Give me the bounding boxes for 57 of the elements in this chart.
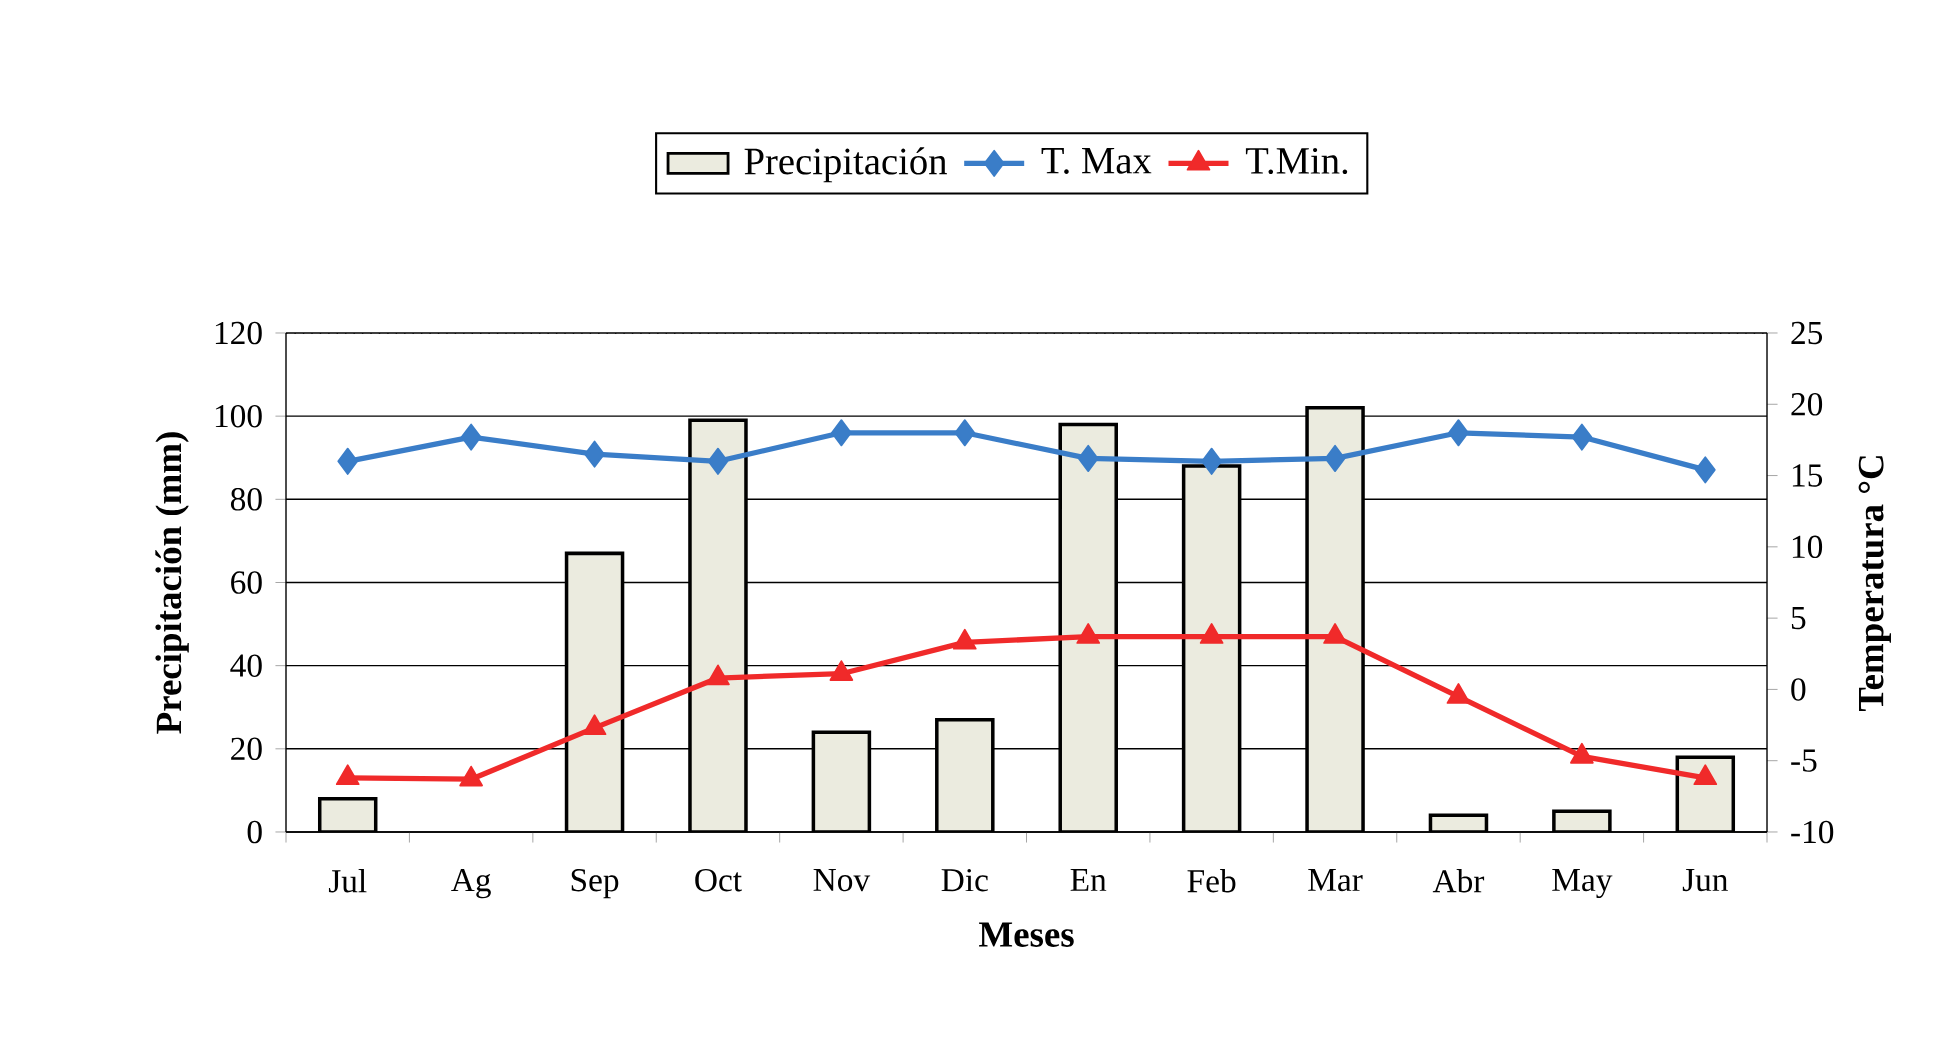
y-tick-label: 100 [215, 404, 262, 428]
y-tick-label: 20 [231, 737, 262, 761]
point [1076, 623, 1101, 644]
point [1199, 623, 1224, 644]
point [1324, 444, 1346, 472]
y2-tick-label: -10 [1791, 820, 1834, 844]
legend-label: Precipitación [744, 147, 947, 183]
x-tick-label: Jun [1682, 868, 1728, 892]
point [337, 447, 359, 475]
point [1448, 419, 1469, 447]
x-tick-label: Oct [695, 869, 742, 892]
y-tick-label: 0 [247, 820, 262, 844]
x-tick-label: Mar [1308, 868, 1363, 892]
point [1446, 683, 1471, 704]
x-tick-label: Jul [328, 869, 367, 893]
point [706, 664, 730, 686]
x-tick-label: May [1552, 868, 1613, 899]
point [1323, 623, 1347, 644]
y-tick-label: 60 [231, 571, 262, 594]
point [335, 764, 360, 786]
y2-axis-title: Temperatura °C [1858, 456, 1891, 712]
point [1201, 447, 1223, 475]
x-tick-label: Sep [571, 869, 619, 899]
y-axis-title: Precipitación (mm) [155, 432, 189, 734]
point [584, 440, 605, 468]
point [460, 423, 482, 451]
point [1077, 444, 1099, 472]
point [707, 447, 729, 475]
point [582, 714, 607, 736]
point [831, 419, 852, 447]
point [1693, 764, 1718, 786]
x-tick-label: Dic [941, 869, 988, 892]
y2-tick-label: 15 [1792, 464, 1823, 487]
x-tick-label: Abr [1432, 869, 1485, 893]
x-tick-label: En [1070, 868, 1107, 891]
point [829, 660, 854, 681]
point [952, 628, 977, 650]
x-tick-label: Ag [451, 869, 491, 899]
y2-tick-label: 0 [1791, 678, 1806, 701]
y-tick-label: 40 [230, 654, 262, 677]
point [954, 419, 976, 447]
x-axis-title: Meses [978, 922, 1074, 947]
y-tick-label: 80 [230, 488, 262, 511]
y2-tick-label: 5 [1791, 607, 1806, 630]
legend-label: T.Min. [1245, 147, 1348, 175]
point [1694, 456, 1716, 484]
y-tick-label: 120 [215, 321, 262, 345]
y2-tick-label: -5 [1791, 749, 1817, 772]
point [459, 765, 483, 787]
x-tick-label: Feb [1187, 869, 1236, 893]
legend-label: T. Max [1041, 148, 1152, 174]
point [1571, 423, 1593, 451]
y2-tick-label: 25 [1791, 321, 1823, 345]
y2-tick-label: 10 [1792, 535, 1823, 559]
y2-tick-label: 20 [1791, 393, 1823, 416]
x-tick-label: Nov [813, 868, 871, 892]
point [1570, 742, 1594, 764]
